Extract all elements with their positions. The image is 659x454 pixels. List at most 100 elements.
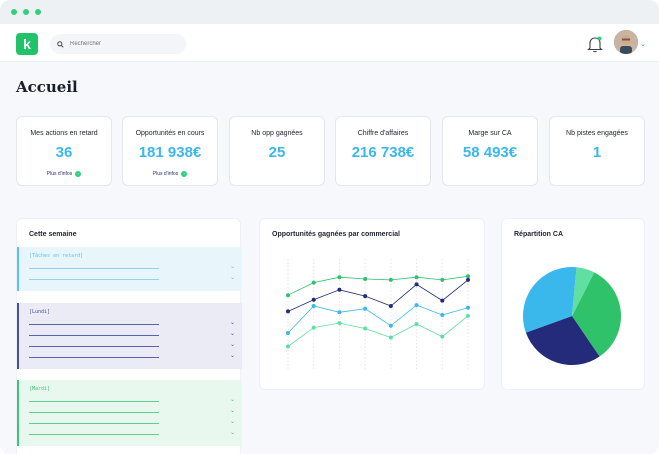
data-point[interactable] xyxy=(337,310,342,315)
line-chart-panel: Opportunités gagnées par commercial xyxy=(259,218,485,390)
chevron-down-icon[interactable]: ⌄ xyxy=(230,342,236,348)
day-label: [Lundi] xyxy=(29,309,51,315)
arrow-right-icon: › xyxy=(181,171,188,177)
week-day-block[interactable]: [Tâches en retard] ⌄ ⌄ xyxy=(17,247,242,291)
data-point[interactable] xyxy=(286,331,290,335)
data-point[interactable] xyxy=(466,274,470,279)
pie-chart xyxy=(523,267,621,365)
series-line xyxy=(287,275,469,296)
data-point[interactable] xyxy=(388,277,393,282)
data-point[interactable] xyxy=(337,275,342,280)
data-point[interactable] xyxy=(414,275,419,280)
data-point[interactable] xyxy=(388,335,393,340)
chevron-down-icon[interactable]: ⌄ xyxy=(230,353,236,359)
kpi-value: 36 xyxy=(55,144,73,161)
data-point[interactable] xyxy=(440,277,445,282)
day-label: [Mardi] xyxy=(29,386,51,392)
data-point[interactable] xyxy=(414,303,419,308)
task-line[interactable] xyxy=(29,401,159,402)
kpi-card-marge[interactable]: Marge sur CA 58 493€ xyxy=(442,116,538,186)
more-info-label[interactable]: Plus d'infos xyxy=(46,171,73,177)
kpi-more-link[interactable]: Plus d'infos › xyxy=(123,171,217,177)
task-line[interactable] xyxy=(29,357,159,358)
data-point[interactable] xyxy=(363,294,368,299)
data-point[interactable] xyxy=(466,305,470,310)
chevron-down-icon[interactable]: ⌄ xyxy=(230,264,236,270)
kpi-label: Nb opp gagnées xyxy=(251,130,303,137)
kpi-value: 58 493€ xyxy=(462,144,518,161)
task-line[interactable] xyxy=(29,346,159,347)
data-point[interactable] xyxy=(440,298,445,303)
chevron-down-icon[interactable]: ⌄ xyxy=(230,275,236,281)
chevron-down-icon[interactable]: ⌄ xyxy=(230,320,236,326)
week-day-block[interactable]: [Lundi] ⌄ ⌄ ⌄ ⌄ xyxy=(17,303,242,369)
pie-slice[interactable] xyxy=(572,267,595,316)
kpi-card-chiffre-affaires[interactable]: Chiffre d'affaires 216 738€ xyxy=(335,116,431,186)
data-point[interactable] xyxy=(414,282,419,287)
kpi-card-opportunites[interactable]: Opportunités en cours 181 938€ Plus d'in… xyxy=(122,116,218,186)
window-dot-close[interactable] xyxy=(11,9,17,15)
day-label: [Tâches en retard] xyxy=(29,253,84,259)
pie-slice[interactable] xyxy=(523,267,577,333)
top-navbar: k ⌄ xyxy=(0,24,659,62)
kpi-value: 25 xyxy=(268,144,286,161)
app-logo[interactable]: k xyxy=(16,33,38,55)
window-dot-minimize[interactable] xyxy=(23,9,29,15)
search-input[interactable] xyxy=(70,41,170,47)
task-line[interactable] xyxy=(29,324,159,325)
kpi-label: Nb pistes engagées xyxy=(566,130,628,137)
data-point[interactable] xyxy=(311,280,316,285)
kpi-value: 181 938€ xyxy=(138,144,202,161)
data-point[interactable] xyxy=(466,277,470,282)
pie-slice[interactable] xyxy=(572,272,621,357)
data-point[interactable] xyxy=(363,277,368,281)
data-point[interactable] xyxy=(440,313,445,317)
task-line[interactable] xyxy=(29,423,159,424)
more-info-label[interactable]: Plus d'infos xyxy=(152,171,179,177)
data-point[interactable] xyxy=(286,344,290,349)
window-dot-maximize[interactable] xyxy=(35,9,41,15)
data-point[interactable] xyxy=(440,334,445,339)
data-point[interactable] xyxy=(311,304,316,308)
data-point[interactable] xyxy=(337,287,342,292)
chevron-down-icon[interactable]: ⌄ xyxy=(230,397,236,403)
data-point[interactable] xyxy=(363,326,368,331)
series-line xyxy=(287,315,469,347)
user-avatar[interactable] xyxy=(614,30,638,54)
data-point[interactable] xyxy=(311,297,316,302)
task-line[interactable] xyxy=(29,335,159,336)
kpi-card-opp-gagnees[interactable]: Nb opp gagnées 25 xyxy=(229,116,325,186)
data-point[interactable] xyxy=(311,325,316,330)
pie-slice[interactable] xyxy=(525,316,600,365)
chevron-down-icon[interactable]: ⌄ xyxy=(640,41,646,48)
kpi-more-link[interactable]: Plus d'infos › xyxy=(17,171,111,177)
panel-title: Opportunités gagnées par commercial xyxy=(272,231,400,238)
kpi-card-pistes[interactable]: Nb pistes engagées 1 xyxy=(549,116,645,186)
data-point[interactable] xyxy=(414,322,419,326)
week-day-block[interactable]: [Mardi] ⌄ ⌄ ⌄ ⌄ xyxy=(17,380,242,446)
kpi-value: 216 738€ xyxy=(351,144,415,161)
kpi-card-actions-retard[interactable]: Mes actions en retard 36 Plus d'infos › xyxy=(16,116,112,186)
kpi-label: Chiffre d'affaires xyxy=(357,130,409,137)
chevron-down-icon[interactable]: ⌄ xyxy=(230,408,236,414)
data-point[interactable] xyxy=(363,306,368,311)
chevron-down-icon[interactable]: ⌄ xyxy=(230,331,236,337)
data-point[interactable] xyxy=(286,309,290,314)
data-point[interactable] xyxy=(466,313,470,318)
task-line[interactable] xyxy=(29,268,159,269)
bell-icon[interactable] xyxy=(587,35,603,53)
chevron-down-icon[interactable]: ⌄ xyxy=(230,419,236,425)
task-line[interactable] xyxy=(29,279,159,280)
search-bar[interactable] xyxy=(50,34,186,54)
kpi-label: Mes actions en retard xyxy=(30,130,98,137)
data-point[interactable] xyxy=(388,323,393,328)
data-point[interactable] xyxy=(286,293,290,298)
data-point[interactable] xyxy=(337,321,342,326)
task-line[interactable] xyxy=(29,412,159,413)
data-point[interactable] xyxy=(388,304,393,308)
task-line[interactable] xyxy=(29,434,159,435)
arrow-right-icon: › xyxy=(75,171,82,177)
kpi-label: Opportunités en cours xyxy=(135,130,205,137)
chevron-down-icon[interactable]: ⌄ xyxy=(230,430,236,436)
